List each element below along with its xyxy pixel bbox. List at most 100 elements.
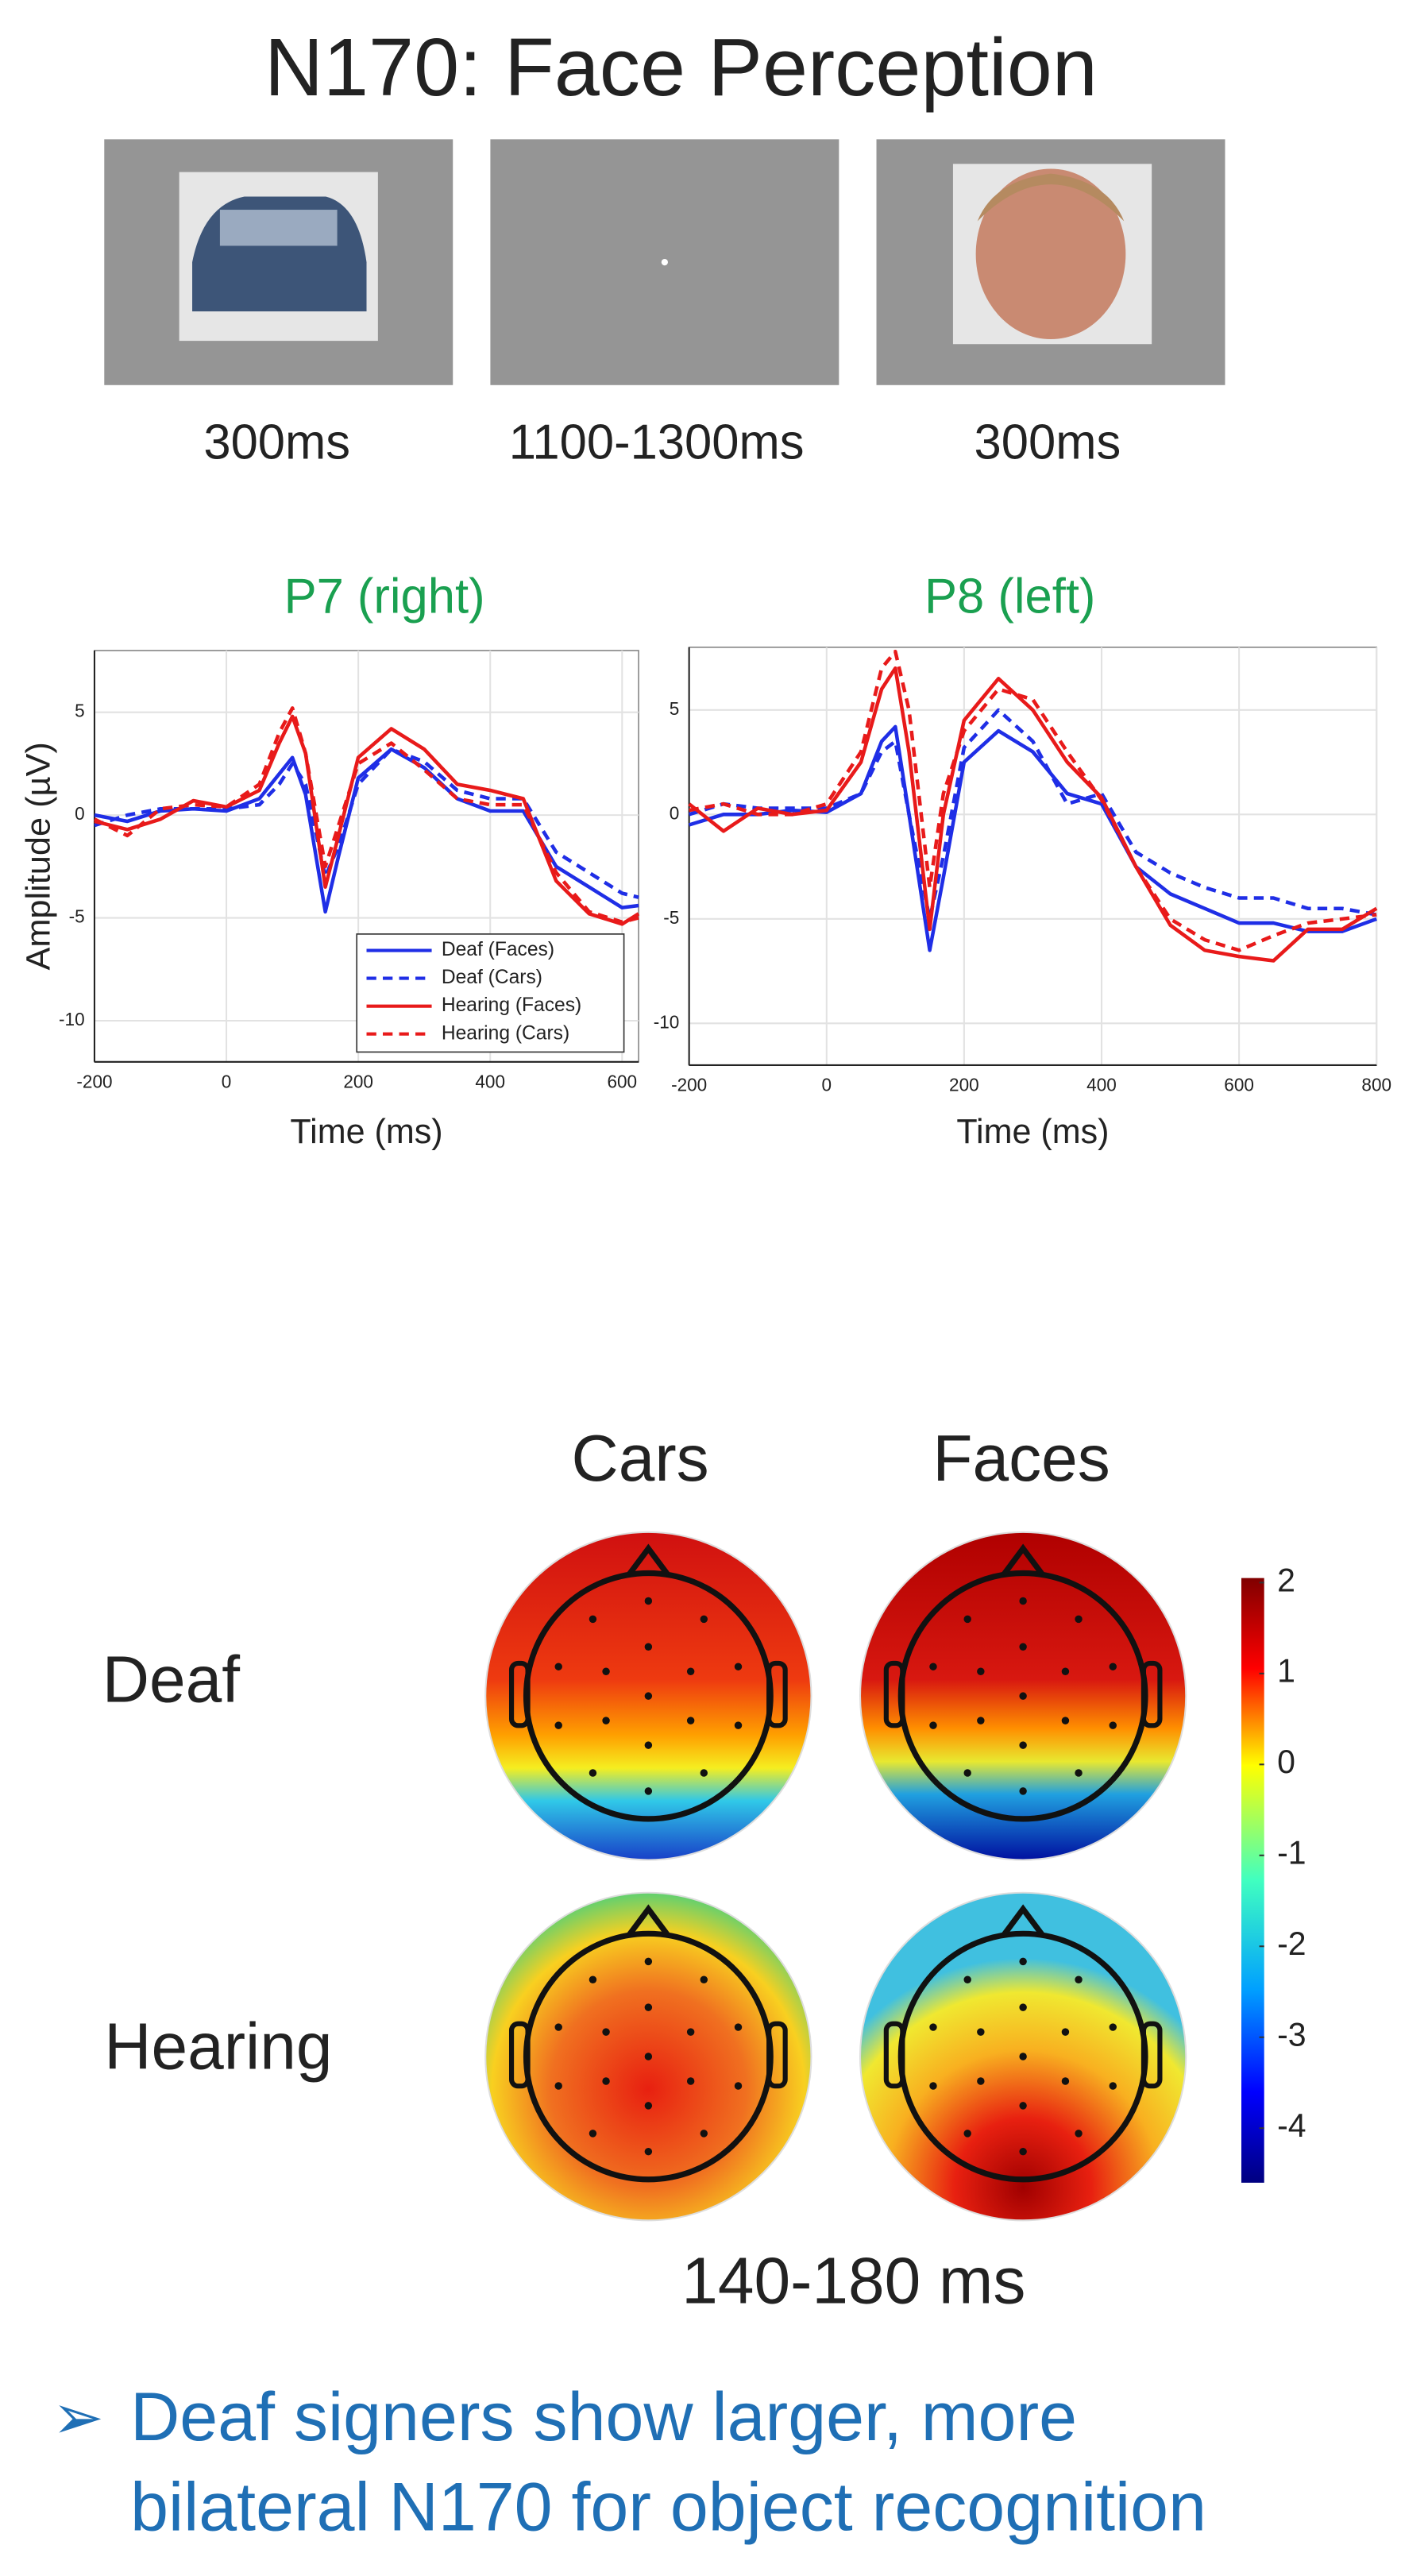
- colorbar-tick-label: -3: [1277, 2017, 1306, 2053]
- slide: N170: Face Perception 300ms 1100-1300ms …: [0, 0, 1401, 2576]
- electrode: [645, 1958, 652, 1965]
- electrode: [645, 2148, 652, 2155]
- electrode: [735, 2023, 742, 2030]
- legend-label: Deaf (Cars): [442, 967, 542, 988]
- electrode: [687, 2077, 694, 2084]
- electrode: [929, 2023, 936, 2030]
- electrode: [700, 1769, 708, 1776]
- electrode: [963, 1616, 971, 1623]
- row-label: Hearing: [104, 2010, 332, 2083]
- bullet-text: Deaf signers show larger, more: [130, 2379, 1077, 2455]
- y-tick-label: 5: [670, 699, 680, 719]
- x-axis-label: Time (ms): [956, 1113, 1109, 1151]
- electrode: [735, 1663, 742, 1670]
- electrode: [977, 2077, 984, 2084]
- bullet-marker: ➢: [52, 2382, 104, 2452]
- electrode: [1019, 1597, 1026, 1605]
- electrode: [645, 1741, 652, 1748]
- y-tick-label: -10: [59, 1010, 85, 1029]
- electrode: [589, 1975, 596, 1983]
- x-tick-label: 600: [1224, 1076, 1254, 1095]
- colorbar-tick-label: -4: [1277, 2107, 1306, 2144]
- electrode: [687, 2028, 694, 2035]
- chart-title: P7 (right): [284, 569, 485, 624]
- electrode: [700, 2130, 708, 2137]
- chart-title: P8 (left): [924, 569, 1095, 624]
- x-tick-label: 400: [475, 1072, 505, 1092]
- y-tick-label: -5: [663, 908, 679, 928]
- electrode: [645, 1692, 652, 1699]
- x-tick-label: 800: [1361, 1076, 1391, 1095]
- electrode: [589, 1769, 596, 1776]
- page: {"title":"N170: Face Perception", "stimu…: [0, 0, 1401, 2576]
- row-label: Deaf: [102, 1643, 240, 1716]
- electrode: [602, 2028, 609, 2035]
- electrode: [1062, 2028, 1069, 2035]
- electrode: [602, 1667, 609, 1674]
- electrode: [1110, 2082, 1117, 2089]
- x-tick-label: -200: [671, 1076, 707, 1095]
- electrode: [1110, 2023, 1117, 2030]
- electrode: [1075, 1769, 1082, 1776]
- electrode: [963, 1769, 971, 1776]
- y-tick-label: 0: [75, 804, 85, 824]
- electrode: [589, 1616, 596, 1623]
- electrode: [1019, 1692, 1026, 1699]
- electrode: [700, 1975, 708, 1983]
- electrode: [929, 2082, 936, 2089]
- x-tick-label: 0: [222, 1072, 232, 1092]
- electrode: [1110, 1663, 1117, 1670]
- electrode: [963, 1975, 971, 1983]
- stimulus-label: 300ms: [975, 415, 1121, 469]
- electrode: [963, 2130, 971, 2137]
- time-window: 140-180 ms: [681, 2245, 1025, 2317]
- electrode: [929, 1663, 936, 1670]
- title: N170: Face Perception: [264, 21, 1098, 113]
- electrode: [645, 2102, 652, 2109]
- electrode: [645, 1787, 652, 1794]
- stimulus-fixation: [490, 139, 839, 384]
- electrode: [929, 1721, 936, 1728]
- electrode: [687, 1717, 694, 1724]
- electrode: [977, 2028, 984, 2035]
- electrode: [602, 1717, 609, 1724]
- electrode: [1019, 2148, 1026, 2155]
- electrode: [1062, 1667, 1069, 1674]
- x-tick-label: 600: [607, 1072, 637, 1092]
- x-tick-label: 0: [821, 1076, 832, 1095]
- electrode: [1019, 2102, 1026, 2109]
- electrode: [555, 1721, 562, 1728]
- stimulus-label: 1100-1300ms: [509, 415, 805, 469]
- colorbar-tick-label: -2: [1277, 1925, 1306, 1962]
- electrode: [1075, 1975, 1082, 1983]
- stimulus-label: 300ms: [203, 415, 350, 469]
- x-tick-label: 400: [1086, 1076, 1117, 1095]
- electrode: [735, 2082, 742, 2089]
- electrode: [645, 2003, 652, 2010]
- column-label: Faces: [932, 1423, 1110, 1495]
- electrode: [687, 1667, 694, 1674]
- electrode: [1075, 2130, 1082, 2137]
- electrode: [555, 1663, 562, 1670]
- electrode: [1019, 1741, 1026, 1748]
- legend-label: Hearing (Faces): [442, 994, 581, 1016]
- x-tick-label: 200: [343, 1072, 373, 1092]
- x-tick-label: -200: [76, 1072, 112, 1092]
- electrode: [1075, 1616, 1082, 1623]
- stimulus-face: [877, 139, 1225, 384]
- legend-label: Deaf (Faces): [442, 939, 554, 960]
- electrode: [700, 1616, 708, 1623]
- electrode: [602, 2077, 609, 2084]
- electrode: [645, 2053, 652, 2060]
- stimulus-car: [104, 139, 453, 384]
- column-label: Cars: [572, 1423, 709, 1495]
- electrode: [1110, 1721, 1117, 1728]
- electrode: [645, 1597, 652, 1605]
- colorbar: [1241, 1578, 1264, 2183]
- electrode: [1019, 1643, 1026, 1651]
- x-axis-label: Time (ms): [290, 1113, 442, 1151]
- electrode: [645, 1643, 652, 1651]
- y-tick-label: 0: [670, 803, 680, 823]
- electrode: [555, 2023, 562, 2030]
- electrode: [1019, 2003, 1026, 2010]
